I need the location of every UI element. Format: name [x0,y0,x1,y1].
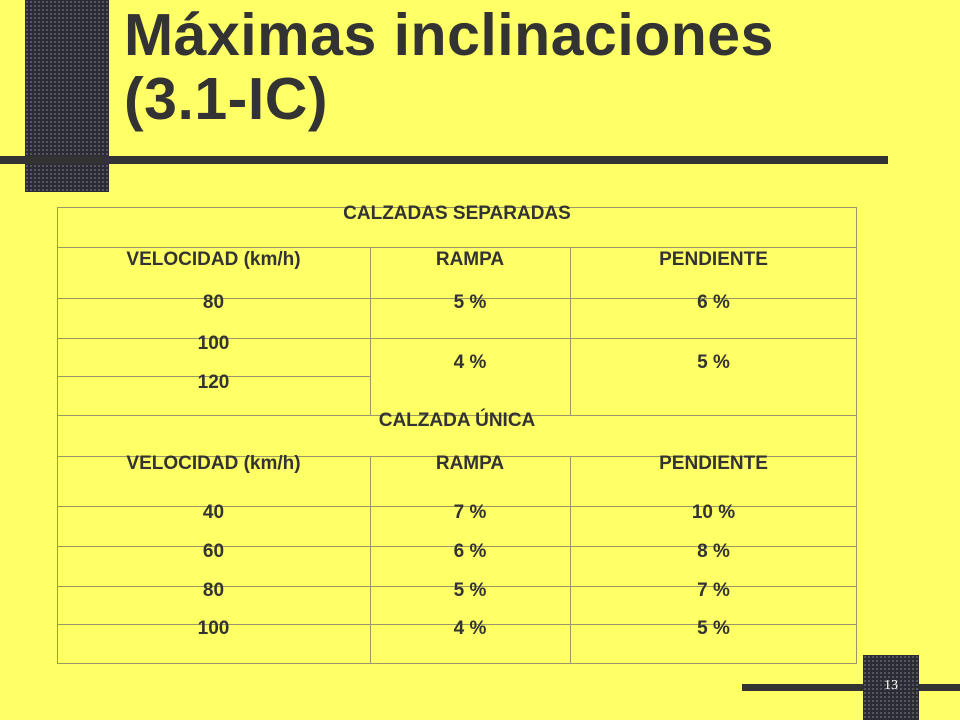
cell-velocidad: 80 [202,580,225,601]
footer-rule [742,684,960,691]
slide-title: Máximas inclinaciones (3.1-IC) [124,2,924,132]
cell-velocidad: 60 [202,541,225,562]
cell-pendiente: 6 % [697,292,730,313]
section-heading-calzada-unica: CALZADA ÚNICA [378,410,536,431]
cell-pendiente: 8 % [697,541,730,562]
inclination-table: CALZADAS SEPARADAS VELOCIDAD (km/h) RAMP… [57,190,857,664]
cell-pendiente: 5 % [697,352,730,373]
cell-rampa: 6 % [453,541,487,562]
cell-rampa: 4 % [453,352,487,373]
cell-pendiente: 5 % [697,618,730,639]
cell-rampa: 4 % [453,618,487,639]
cell-pendiente: 7 % [697,580,730,601]
cell-rampa: 5 % [453,580,487,601]
header-velocidad: VELOCIDAD (km/h) [126,249,301,270]
title-underline-rule [0,156,888,164]
slide-title-line-2: (3.1-IC) [124,65,328,132]
cell-velocidad: 120 [197,372,230,393]
cell-velocidad: 100 [197,333,230,354]
cell-rampa: 5 % [453,292,487,313]
cell-velocidad: 40 [202,502,225,523]
header-pendiente: PENDIENTE [659,453,768,474]
page-number: 13 [884,678,898,693]
page-number-block [863,655,919,720]
header-rampa: RAMPA [435,453,505,474]
cell-velocidad: 100 [197,618,230,639]
cell-pendiente: 10 % [691,502,736,523]
header-velocidad: VELOCIDAD (km/h) [126,453,301,474]
cell-velocidad: 80 [202,292,225,313]
header-pendiente: PENDIENTE [659,249,768,270]
slide-title-line-1: Máximas inclinaciones [124,2,774,68]
cell-rampa: 7 % [453,502,487,523]
section-heading-calzadas-separadas: CALZADAS SEPARADAS [343,203,571,224]
header-rampa: RAMPA [435,249,505,270]
